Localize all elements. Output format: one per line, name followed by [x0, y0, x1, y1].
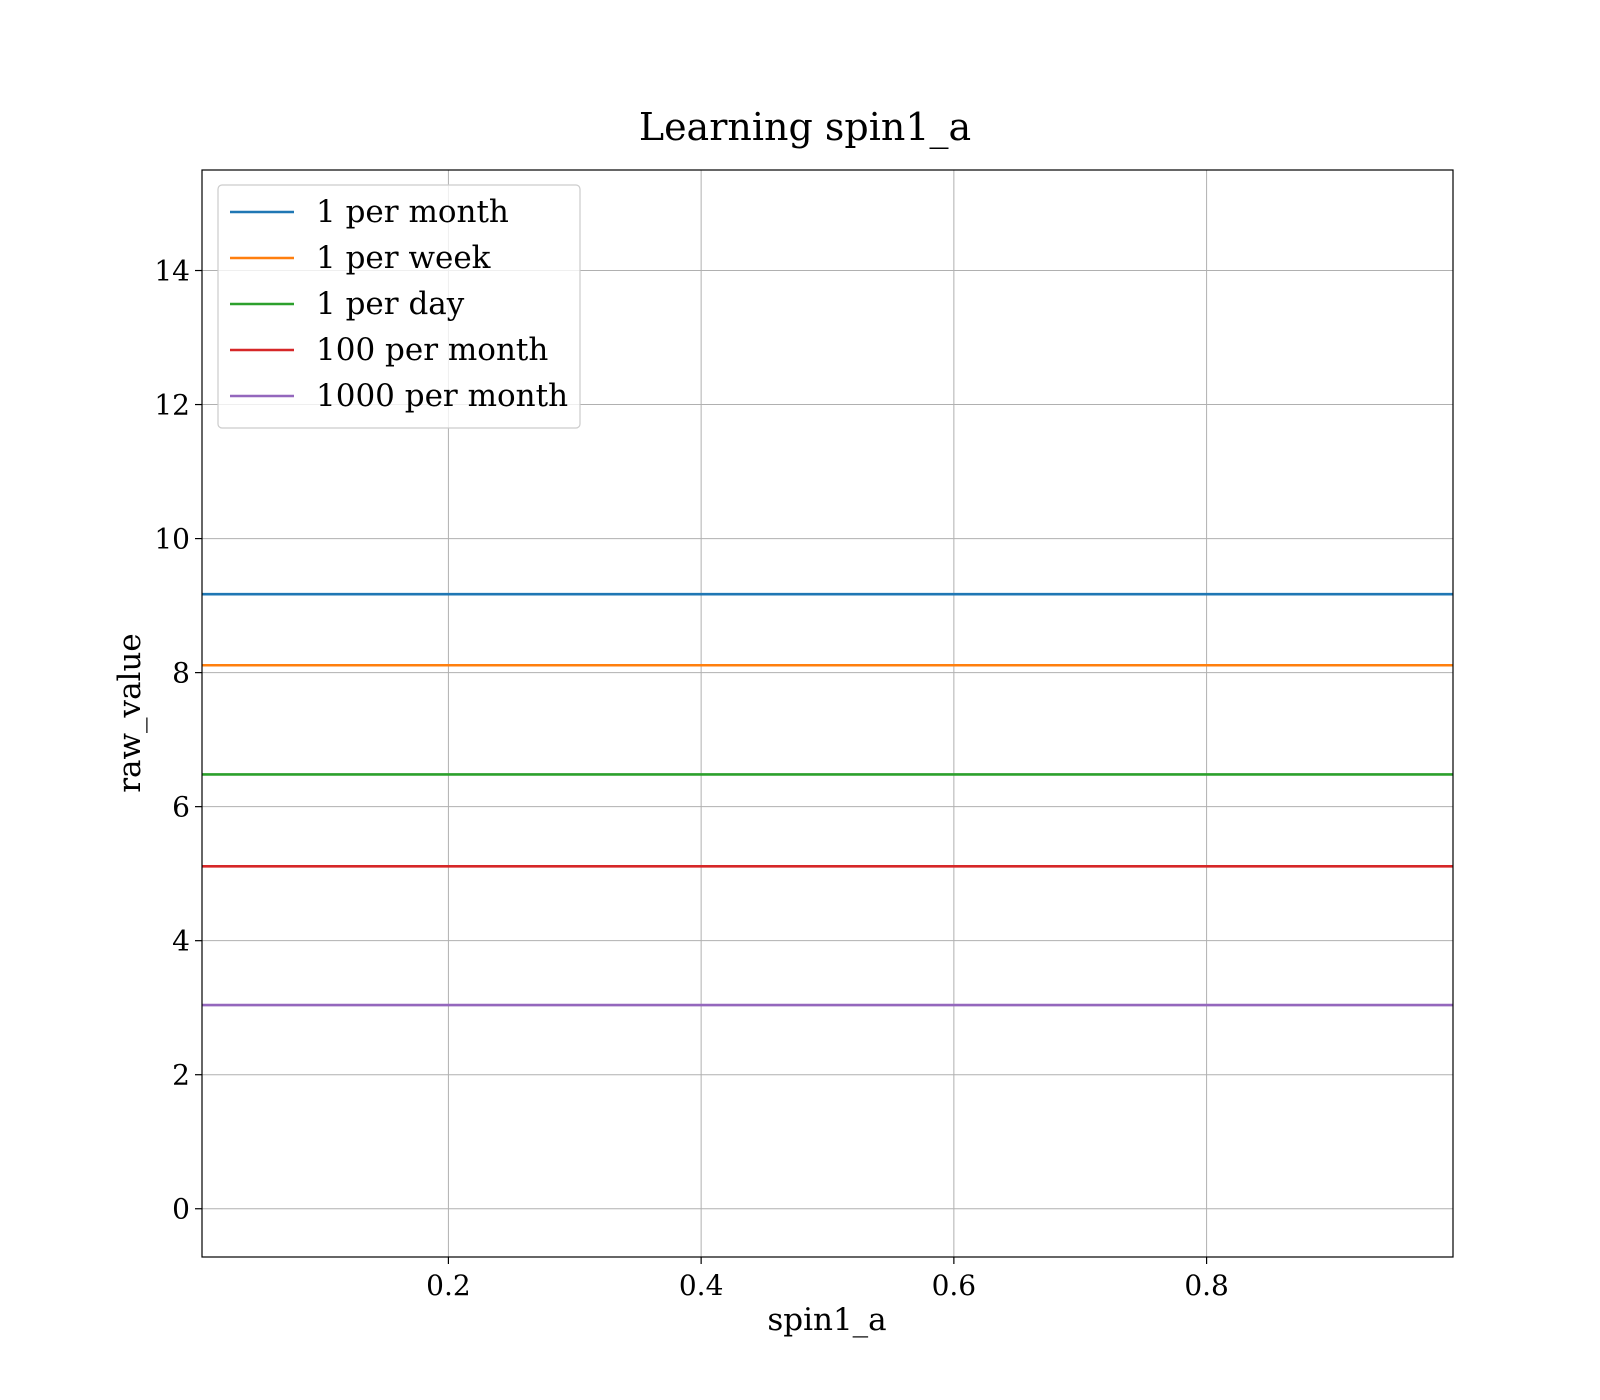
legend-entry-label: 1000 per month: [316, 378, 568, 414]
y-axis-ticks: 0 2 4 6 8 10 12 14: [154, 255, 202, 1226]
x-tick-label: 0.4: [679, 1269, 724, 1302]
legend: 1 per month 1 per week 1 per day 100 per mo…: [217, 184, 581, 429]
legend-entry-label: 1 per month: [316, 194, 509, 230]
chart-title: Learning spin1_a: [639, 105, 971, 150]
legend-entry-label: 1 per week: [316, 240, 491, 276]
x-tick-label: 0.6: [932, 1269, 977, 1302]
y-tick-label: 6: [172, 791, 190, 824]
y-tick-label: 14: [154, 255, 190, 288]
x-tick-label: 0.8: [1184, 1269, 1229, 1302]
x-tick-label: 0.2: [426, 1269, 471, 1302]
x-axis-label: spin1_a: [767, 1302, 886, 1338]
threshold-lines: [202, 592, 1453, 1007]
y-axis-label: raw_value: [112, 633, 148, 793]
x-axis-ticks: 0.2 0.4 0.6 0.8: [426, 1257, 1229, 1302]
y-tick-label: 10: [154, 523, 190, 556]
y-tick-label: 2: [172, 1059, 190, 1092]
legend-entry-label: 100 per month: [316, 332, 548, 368]
y-tick-label: 12: [154, 389, 190, 422]
y-tick-label: 4: [172, 925, 190, 958]
legend-box: [217, 184, 581, 429]
y-tick-label: 8: [172, 657, 190, 690]
legend-entry-label: 1 per day: [316, 286, 465, 322]
grid: [202, 170, 1453, 1257]
y-tick-label: 0: [172, 1193, 190, 1226]
plot-frame: [201, 169, 1454, 1258]
